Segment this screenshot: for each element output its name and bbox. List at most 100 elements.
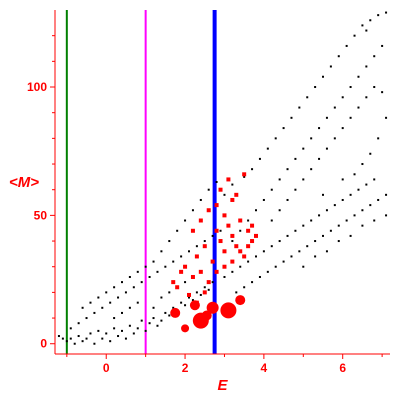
black-point-102 <box>318 214 321 217</box>
black-point-184 <box>381 91 384 94</box>
black-point-180 <box>349 116 352 119</box>
black-point-196 <box>373 219 376 222</box>
black-point-68 <box>144 265 147 268</box>
black-point-65 <box>121 281 123 284</box>
red-point-15 <box>238 218 243 223</box>
red-point-0 <box>175 285 180 290</box>
black-point-67 <box>136 270 139 273</box>
black-point-82 <box>128 306 131 309</box>
black-point-130 <box>243 175 246 178</box>
black-point-96 <box>270 245 273 248</box>
red-circle-7 <box>189 300 200 311</box>
black-point-77 <box>215 181 218 183</box>
black-point-165 <box>353 214 356 217</box>
x-tick-label-6: 6 <box>339 361 346 375</box>
black-point-162 <box>329 229 332 232</box>
black-point-85 <box>160 296 163 299</box>
black-point-100 <box>302 224 305 227</box>
black-point-169 <box>385 193 388 196</box>
black-point-51 <box>156 270 159 273</box>
black-point-64 <box>113 286 116 289</box>
black-point-188 <box>361 163 364 166</box>
black-point-79 <box>231 183 234 186</box>
black-point-57 <box>203 240 206 243</box>
black-point-26 <box>160 319 163 322</box>
red-circle-5 <box>201 310 212 321</box>
black-point-16 <box>121 329 123 332</box>
black-point-60 <box>81 306 84 309</box>
red-point-5 <box>198 269 203 274</box>
black-point-11 <box>101 337 104 340</box>
black-point-157 <box>290 255 293 258</box>
black-point-131 <box>251 168 254 171</box>
black-point-74 <box>191 209 194 212</box>
black-point-153 <box>258 275 261 278</box>
black-point-176 <box>318 157 321 160</box>
black-point-198 <box>341 178 344 181</box>
black-point-34 <box>191 299 194 302</box>
black-point-48 <box>132 286 135 289</box>
black-point-36 <box>199 293 202 296</box>
black-point-134 <box>274 137 277 140</box>
black-point-59 <box>219 229 222 232</box>
black-point-19 <box>132 332 135 335</box>
black-point-97 <box>278 240 281 243</box>
black-point-6 <box>81 340 84 343</box>
black-point-58 <box>211 234 214 237</box>
red-point-26 <box>222 264 227 269</box>
black-point-166 <box>361 209 364 212</box>
black-point-94 <box>255 255 257 258</box>
black-point-150 <box>235 291 238 294</box>
black-point-146 <box>369 19 372 22</box>
black-point-55 <box>188 250 190 253</box>
black-point-145 <box>361 24 364 27</box>
red-point-8 <box>210 259 215 264</box>
black-point-22 <box>144 329 147 332</box>
black-point-187 <box>369 152 372 155</box>
black-point-112 <box>247 219 250 222</box>
red-point-25 <box>214 269 219 274</box>
x-tick-label-2: 2 <box>182 361 189 375</box>
black-point-56 <box>195 245 198 248</box>
red-point-6 <box>202 244 207 249</box>
black-point-174 <box>302 178 305 181</box>
black-point-75 <box>199 198 202 201</box>
black-point-39 <box>211 281 214 284</box>
black-point-168 <box>377 198 380 201</box>
y-tick-label-50: 50 <box>34 208 48 222</box>
black-point-158 <box>298 250 301 253</box>
black-point-38 <box>207 288 210 291</box>
black-point-137 <box>298 106 301 109</box>
black-point-10 <box>97 329 100 332</box>
red-circle-2 <box>206 301 219 314</box>
black-point-170 <box>270 219 273 222</box>
black-point-20 <box>136 327 139 330</box>
red-point-4 <box>194 254 199 259</box>
black-point-172 <box>286 198 289 201</box>
black-point-73 <box>184 219 187 222</box>
black-point-0 <box>57 335 60 338</box>
black-point-106 <box>349 193 352 196</box>
black-point-151 <box>243 286 246 289</box>
black-point-5 <box>77 335 80 338</box>
black-point-124 <box>341 96 344 99</box>
red-point-16 <box>242 254 247 259</box>
black-point-138 <box>306 96 309 99</box>
black-point-71 <box>168 240 171 243</box>
black-point-40 <box>69 327 72 330</box>
black-point-197 <box>385 214 388 217</box>
black-point-32 <box>184 304 187 307</box>
red-point-3 <box>190 274 195 279</box>
red-point-10 <box>218 239 223 244</box>
black-point-3 <box>69 337 72 340</box>
black-point-9 <box>93 342 96 345</box>
x-tick-label-0: 0 <box>103 361 110 375</box>
black-point-181 <box>357 106 360 109</box>
y-tick-label-0: 0 <box>40 337 47 351</box>
black-point-182 <box>365 96 368 99</box>
red-point-18 <box>250 239 255 244</box>
black-point-173 <box>294 188 297 191</box>
x-tick-label-4: 4 <box>261 361 268 375</box>
red-point-29 <box>246 244 251 249</box>
red-point-24 <box>202 290 207 295</box>
